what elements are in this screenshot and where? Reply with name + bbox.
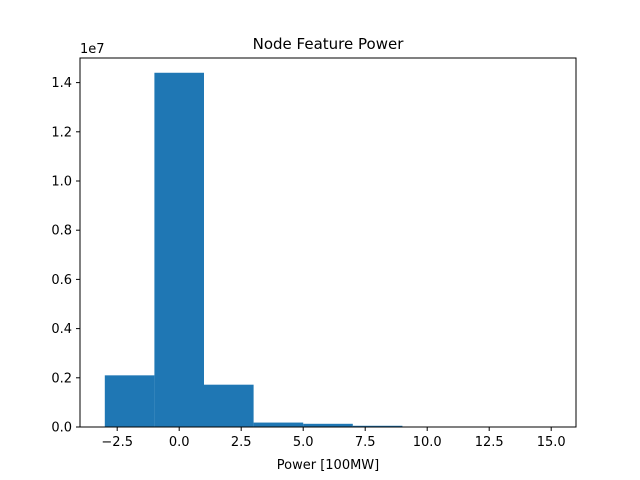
histogram-bar-5 bbox=[352, 425, 403, 427]
x-tick-label-4: 7.5 bbox=[355, 435, 376, 450]
y-tick-label-1: 0.2 bbox=[51, 371, 72, 386]
plot-frame bbox=[79, 57, 577, 428]
x-axis-label: Power [100MW] bbox=[277, 458, 379, 473]
x-tick-label-7: 15.0 bbox=[537, 435, 566, 450]
y-tick-label-7: 1.4 bbox=[51, 76, 72, 91]
x-tick-label-6: 12.5 bbox=[475, 435, 504, 450]
x-tick-label-2: 2.5 bbox=[231, 435, 252, 450]
bars-group bbox=[104, 72, 552, 427]
chart-title: Node Feature Power bbox=[253, 35, 405, 53]
y-tick-label-3: 0.6 bbox=[51, 273, 72, 288]
x-axis-ticks: −2.5 0.0 2.5 5.0 7.5 10.0 12.5 15.0 bbox=[101, 427, 566, 450]
histogram-bar-4 bbox=[303, 423, 353, 427]
y-tick-label-6: 1.2 bbox=[51, 125, 72, 140]
x-tick-label-5: 10.0 bbox=[413, 435, 442, 450]
y-axis-ticks: 0.0 0.2 0.4 0.6 0.8 1.0 1.2 1.4 bbox=[51, 76, 80, 436]
y-tick-label-5: 1.0 bbox=[51, 175, 72, 190]
histogram-bar-1 bbox=[154, 72, 204, 427]
y-tick-label-4: 0.8 bbox=[51, 224, 72, 239]
histogram-bar-2 bbox=[204, 384, 254, 427]
x-tick-label-0: −2.5 bbox=[101, 435, 133, 450]
y-tick-label-2: 0.4 bbox=[51, 322, 72, 337]
x-tick-label-3: 5.0 bbox=[293, 435, 314, 450]
x-tick-label-1: 0.0 bbox=[169, 435, 190, 450]
histogram-bar-3 bbox=[253, 422, 304, 427]
histogram-bar-0 bbox=[104, 375, 155, 427]
y-tick-label-0: 0.0 bbox=[51, 421, 72, 436]
y-offset-label: 1e7 bbox=[80, 42, 105, 57]
